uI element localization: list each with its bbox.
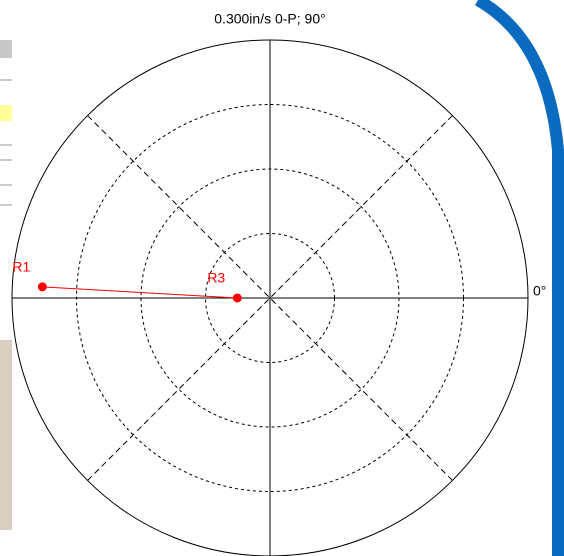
point	[37, 282, 47, 292]
point-label: R3	[207, 270, 225, 286]
point	[232, 293, 242, 303]
angle-label: 0°	[533, 283, 546, 299]
trend-line	[42, 286, 238, 299]
spoke	[87, 115, 453, 481]
chart-title: 0.300in/s 0-P; 90°	[214, 11, 325, 27]
spoke	[87, 115, 453, 481]
point-label: R1	[12, 259, 30, 275]
